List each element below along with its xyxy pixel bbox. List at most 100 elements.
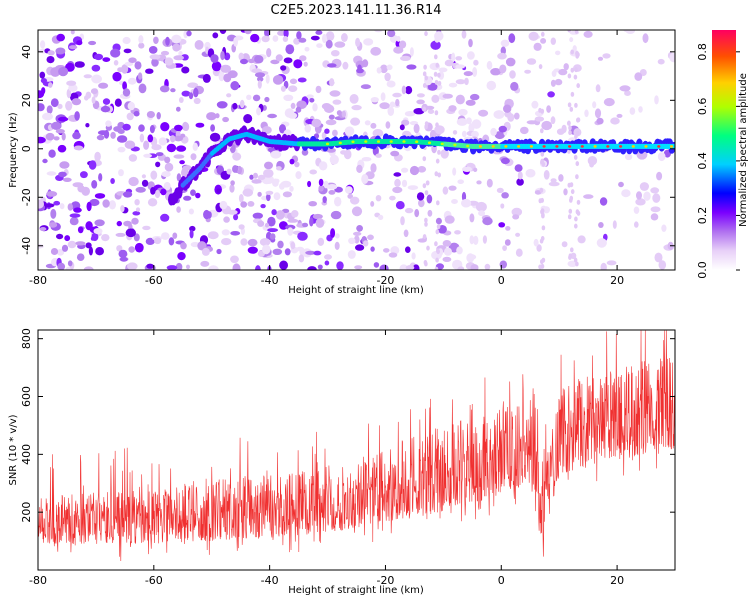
noise-blob: [122, 123, 131, 131]
noise-blob: [172, 43, 181, 52]
noise-blob: [221, 238, 232, 246]
noise-blob: [512, 214, 520, 220]
noise-blob: [633, 206, 640, 214]
noise-blob: [517, 171, 523, 180]
noise-blob: [498, 125, 507, 133]
colorbar-gradient: [712, 30, 736, 270]
noise-blob: [219, 30, 227, 34]
noise-blob: [46, 171, 57, 176]
noise-blob: [658, 260, 667, 270]
noise-blob: [272, 178, 279, 187]
noise-blob: [219, 200, 228, 210]
noise-blob: [321, 103, 332, 110]
noise-blob: [326, 147, 336, 153]
noise-blob: [612, 220, 617, 229]
noise-blob: [61, 132, 66, 141]
noise-blob: [51, 121, 62, 130]
noise-blob: [266, 48, 272, 58]
noise-blob: [179, 160, 185, 165]
noise-blob: [448, 82, 458, 88]
noise-blob: [324, 254, 332, 260]
ridge-hotspot: [669, 145, 674, 148]
noise-blob: [392, 186, 403, 194]
noise-blob: [283, 94, 294, 102]
noise-blob: [108, 200, 116, 210]
noise-blob: [305, 250, 316, 255]
chart-title: C2E5.2023.141.11.36.R14: [270, 3, 441, 18]
noise-blob: [473, 59, 479, 66]
noise-blob: [434, 110, 439, 116]
noise-blob: [335, 233, 340, 239]
noise-blob: [570, 49, 574, 55]
noise-blob: [123, 48, 132, 54]
noise-blob: [71, 98, 82, 106]
noise-blob: [309, 98, 315, 103]
noise-blob: [589, 161, 594, 168]
noise-blob: [309, 217, 314, 227]
noise-blob: [592, 101, 597, 109]
noise-blob: [425, 180, 430, 186]
noise-blob: [206, 112, 217, 121]
noise-blob: [393, 172, 402, 177]
noise-blob: [472, 67, 478, 77]
spectrogram-y-ticks: -40 -20 0 20 40: [20, 45, 675, 255]
noise-blob: [112, 71, 122, 82]
noise-blob: [572, 45, 577, 53]
noise-blob: [223, 216, 230, 223]
noise-blob: [568, 130, 572, 136]
noise-blob: [158, 137, 167, 146]
noise-blob: [650, 213, 659, 221]
noise-blob: [132, 211, 141, 216]
noise-blob: [232, 152, 242, 161]
ridge-hotspot: [580, 145, 584, 148]
noise-blob: [448, 185, 457, 191]
noise-blob: [657, 152, 666, 162]
noise-blob: [475, 201, 487, 212]
noise-blob: [568, 208, 573, 214]
noise-blob: [126, 112, 134, 121]
noise-blob: [118, 169, 124, 177]
noise-blob: [222, 116, 230, 123]
noise-blob: [177, 252, 186, 261]
noise-blob: [437, 72, 441, 78]
noise-blob: [125, 228, 136, 238]
noise-blob: [505, 57, 516, 67]
noise-blob: [73, 145, 84, 151]
noise-blob: [266, 231, 272, 241]
noise-blob: [554, 78, 563, 86]
noise-blob: [232, 102, 238, 110]
noise-blob: [546, 105, 551, 113]
y-tick-label: -40: [20, 237, 33, 255]
spectrogram-x-label: Height of straight line (km): [288, 285, 424, 296]
noise-blob: [606, 260, 617, 266]
noise-blob: [325, 119, 337, 126]
noise-blob: [120, 205, 125, 213]
noise-blob: [72, 131, 81, 140]
noise-blob: [267, 216, 276, 227]
noise-blob: [373, 262, 380, 268]
noise-blob: [272, 248, 283, 255]
noise-blob: [427, 82, 438, 91]
noise-blob: [639, 182, 650, 191]
noise-blob: [149, 125, 155, 134]
noise-blob: [40, 40, 46, 49]
noise-blob: [192, 142, 198, 151]
noise-blob: [478, 210, 486, 217]
noise-blob: [370, 246, 375, 252]
noise-blob: [654, 252, 663, 263]
noise-blob: [401, 119, 410, 126]
noise-blob: [310, 35, 320, 41]
y-tick-label: 0: [20, 145, 33, 152]
noise-blob: [146, 111, 155, 118]
noise-blob: [47, 50, 55, 56]
noise-blob: [182, 121, 189, 131]
noise-blob: [175, 262, 183, 270]
y-tick-label: 200: [20, 502, 33, 523]
noise-blob: [41, 87, 46, 95]
noise-blob: [240, 201, 248, 208]
noise-blob: [482, 217, 493, 226]
noise-blob: [50, 98, 59, 108]
noise-blob: [116, 245, 123, 252]
noise-blob: [356, 225, 363, 232]
ridge-hotspot: [389, 140, 393, 143]
